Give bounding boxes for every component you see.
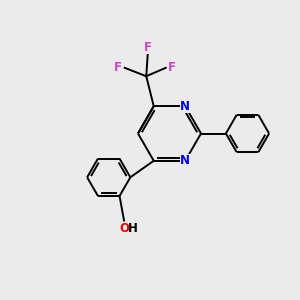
Text: O: O [119,222,129,235]
Text: N: N [180,154,190,167]
Text: F: F [168,61,176,74]
Text: H: H [128,222,137,235]
Text: F: F [114,61,122,74]
Text: N: N [180,100,190,113]
Text: F: F [144,40,152,54]
